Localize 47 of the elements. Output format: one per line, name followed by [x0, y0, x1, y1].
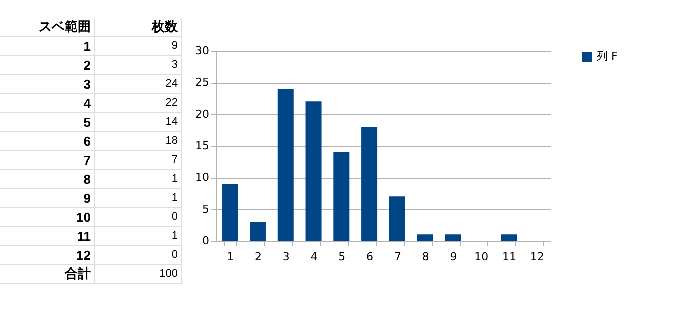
category-label: 5: [84, 114, 91, 130]
category-label: 6: [84, 134, 91, 148]
x-tick-label: 4: [310, 250, 318, 264]
x-tick-label: 9: [450, 250, 458, 264]
text: 1: [94, 188, 182, 208]
text: スベ範囲: [0, 18, 94, 36]
text: 1: [94, 170, 182, 188]
x-tick-label: 8: [422, 250, 430, 264]
text: 7: [94, 150, 182, 170]
x-tick-label: 1: [227, 250, 234, 264]
category-label: 11: [77, 228, 91, 244]
text: 18: [94, 132, 182, 150]
category-label: 2: [84, 58, 91, 72]
y-tick-label: 0: [202, 234, 210, 248]
legend-label: 列 F: [597, 50, 618, 63]
category-label: 10: [76, 210, 91, 224]
text: 9: [94, 36, 182, 56]
x-tick-label: 7: [394, 250, 402, 264]
x-tick-label: 3: [282, 250, 290, 264]
y-tick-label: 15: [196, 140, 210, 152]
category-label: 7: [84, 152, 91, 168]
y-tick-label: 10: [196, 171, 210, 184]
category-label: 8: [84, 172, 91, 186]
y-tick-label: 25: [196, 76, 210, 90]
y-tick-label: 5: [202, 202, 210, 216]
x-tick-label: 6: [366, 250, 374, 264]
text: 14: [94, 112, 182, 132]
x-tick-label: 5: [338, 250, 346, 264]
text: 0: [94, 208, 182, 226]
x-tick-label: 11: [502, 250, 517, 264]
x-tick-label: 10: [474, 250, 489, 264]
y-tick-label: 30: [196, 44, 210, 58]
text: 9: [84, 190, 91, 206]
x-tick-label: 12: [530, 250, 544, 264]
text: 3: [84, 76, 91, 92]
text: 1: [94, 226, 182, 246]
text: 枚数: [94, 18, 182, 36]
x-tick-label: 2: [254, 250, 262, 264]
text: 0: [94, 246, 182, 264]
category-label: 4: [84, 96, 91, 110]
text: 24: [94, 74, 182, 94]
text: 22: [94, 94, 182, 112]
category-label: 1: [84, 38, 91, 54]
text: 合計: [0, 264, 94, 284]
text: 100: [94, 264, 182, 284]
y-tick-label: 20: [196, 108, 210, 121]
text: 3: [94, 56, 182, 74]
